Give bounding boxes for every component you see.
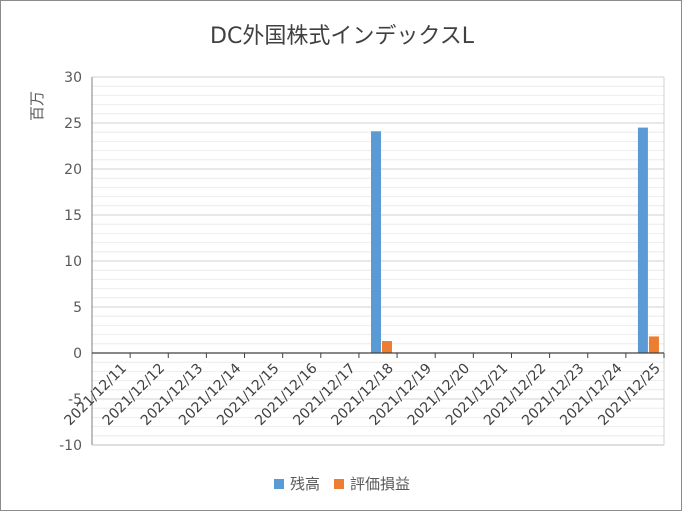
bar-balance xyxy=(637,127,648,353)
legend-swatch-unrealized xyxy=(334,478,344,489)
y-tick-label: 15 xyxy=(64,208,82,224)
legend: 残高 評価損益 xyxy=(0,473,684,494)
y-tick-label: -10 xyxy=(59,438,82,454)
bar-balance xyxy=(371,131,381,353)
legend-item-unrealized: 評価損益 xyxy=(334,473,410,494)
legend-item-balance: 残高 xyxy=(273,473,320,494)
y-tick-label: 10 xyxy=(64,254,82,270)
y-tick-label: 25 xyxy=(64,116,82,132)
bar-unrealized-gain xyxy=(382,341,392,353)
bar-unrealized-gain xyxy=(648,336,659,353)
y-tick-label: 5 xyxy=(73,300,82,316)
y-tick-label: 0 xyxy=(73,346,82,362)
y-tick-label: 30 xyxy=(64,70,82,86)
y-tick-label: 20 xyxy=(64,162,82,178)
y-tick-label: -5 xyxy=(68,392,82,408)
chart-title: DC外国株式インデックスL xyxy=(210,24,474,49)
legend-label-unrealized: 評価損益 xyxy=(350,475,411,493)
legend-swatch-balance xyxy=(273,478,284,489)
legend-label-balance: 残高 xyxy=(289,475,320,493)
